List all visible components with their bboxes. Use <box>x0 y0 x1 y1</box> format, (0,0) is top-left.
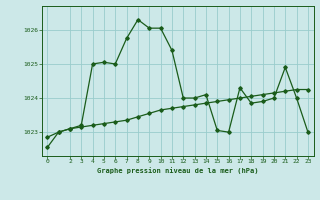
X-axis label: Graphe pression niveau de la mer (hPa): Graphe pression niveau de la mer (hPa) <box>97 167 258 174</box>
